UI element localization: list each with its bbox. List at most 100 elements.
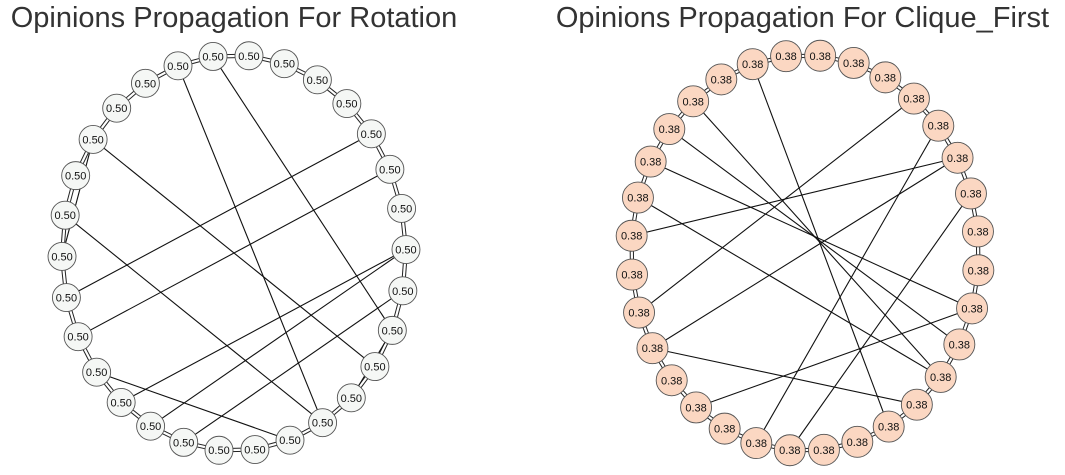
graph-node bbox=[924, 360, 957, 393]
node-value-label: 0.50 bbox=[173, 437, 194, 449]
chord-edge bbox=[752, 63, 890, 427]
graph-node bbox=[240, 435, 270, 464]
chord-edge bbox=[64, 214, 323, 424]
chord-edge bbox=[668, 128, 960, 345]
graph-node bbox=[102, 93, 132, 123]
chord-edge bbox=[177, 65, 324, 423]
chord-edge bbox=[150, 249, 407, 427]
network-graph-rotation: 0.50 0.50 0.50 0.50 0.50 0.50 0.50 0.50 0.50 0.50… bbox=[47, 41, 421, 465]
node-value-label: 0.50 bbox=[135, 78, 156, 90]
graph-node bbox=[962, 254, 995, 287]
node-value-label: 0.50 bbox=[167, 61, 188, 73]
node-value-label: 0.50 bbox=[208, 445, 229, 457]
graph-node bbox=[388, 276, 418, 306]
graph-title-clique-first: Opinions Propagation For Clique_First bbox=[555, 2, 1050, 34]
node-value-label: 0.38 bbox=[628, 308, 649, 320]
graph-node bbox=[897, 82, 930, 115]
graph-node bbox=[954, 177, 987, 210]
graph-node bbox=[61, 161, 91, 191]
graph-node bbox=[900, 388, 933, 421]
chord-edge bbox=[66, 133, 372, 299]
node-value-label: 0.50 bbox=[140, 421, 161, 433]
graph-node bbox=[78, 124, 108, 154]
graph-node bbox=[677, 85, 710, 118]
node-value-label: 0.38 bbox=[949, 339, 970, 351]
graph-node bbox=[269, 49, 299, 79]
node-value-label: 0.38 bbox=[878, 422, 899, 434]
node-value-label: 0.38 bbox=[661, 375, 682, 387]
node-value-label: 0.38 bbox=[642, 343, 663, 355]
graph-node bbox=[655, 364, 688, 397]
node-value-label: 0.50 bbox=[67, 332, 88, 344]
graph-node bbox=[736, 48, 769, 81]
node-value-label: 0.38 bbox=[930, 372, 951, 384]
node-value-label: 0.50 bbox=[65, 171, 86, 183]
node-value-label: 0.50 bbox=[364, 362, 385, 374]
graph-node bbox=[377, 315, 407, 345]
graph-node bbox=[943, 328, 976, 361]
graph-node bbox=[308, 408, 338, 438]
graph-node bbox=[360, 352, 390, 382]
graph-node bbox=[770, 40, 803, 73]
graph-node bbox=[336, 383, 366, 413]
node-value-label: 0.50 bbox=[395, 245, 416, 257]
graph-node bbox=[51, 283, 81, 312]
node-value-label: 0.50 bbox=[202, 51, 223, 63]
node-value-label: 0.50 bbox=[54, 210, 75, 222]
node-value-label: 0.50 bbox=[307, 75, 328, 87]
graph-node bbox=[705, 63, 738, 96]
node-value-label: 0.38 bbox=[903, 94, 924, 106]
graph-node bbox=[82, 357, 112, 387]
graph-node bbox=[47, 242, 77, 271]
node-value-label: 0.50 bbox=[86, 367, 107, 379]
node-value-label: 0.50 bbox=[106, 103, 127, 115]
graph-node bbox=[615, 219, 648, 252]
node-value-label: 0.38 bbox=[947, 153, 968, 165]
graph-node bbox=[653, 113, 686, 146]
node-value-label: 0.38 bbox=[714, 424, 735, 436]
graph-node bbox=[169, 427, 199, 457]
chord-edge bbox=[789, 193, 972, 451]
node-value-label: 0.50 bbox=[392, 286, 413, 298]
node-value-label: 0.50 bbox=[341, 393, 362, 405]
graph-node bbox=[387, 194, 417, 223]
chord-edge bbox=[120, 249, 407, 403]
node-value-label: 0.38 bbox=[847, 437, 868, 449]
graph-node bbox=[956, 292, 988, 325]
graph-node bbox=[962, 215, 994, 248]
chord-edge bbox=[755, 125, 939, 444]
node-value-label: 0.38 bbox=[928, 121, 949, 133]
node-value-label: 0.38 bbox=[906, 400, 927, 412]
network-graph-clique-first: 0.38 0.38 0.38 0.38 0.38 0.38 0.38 0.38 0.38 0.38… bbox=[615, 39, 995, 467]
graph-node bbox=[63, 322, 93, 352]
graph-node bbox=[332, 89, 362, 119]
graph-node bbox=[773, 434, 806, 467]
graph-node bbox=[130, 68, 160, 98]
graph-node bbox=[740, 427, 773, 460]
node-value-label: 0.38 bbox=[967, 226, 988, 238]
graph-node bbox=[941, 141, 974, 174]
node-value-label: 0.50 bbox=[51, 251, 72, 263]
node-value-label: 0.38 bbox=[659, 124, 680, 136]
graph-node bbox=[922, 109, 955, 142]
graph-node bbox=[708, 412, 741, 445]
node-value-label: 0.50 bbox=[391, 203, 412, 215]
node-value-label: 0.38 bbox=[685, 402, 706, 414]
graph-node bbox=[872, 410, 905, 443]
chord-edge bbox=[637, 197, 941, 378]
graph-node bbox=[807, 433, 840, 466]
graph-node bbox=[302, 65, 332, 95]
node-value-label: 0.50 bbox=[379, 164, 400, 176]
graph-title-rotation: Opinions Propagation For Rotation bbox=[10, 2, 458, 34]
node-value-label: 0.50 bbox=[279, 435, 300, 447]
node-value-label: 0.50 bbox=[312, 418, 333, 430]
node-value-label: 0.50 bbox=[82, 134, 103, 146]
chord-edge bbox=[183, 290, 404, 443]
graph-node bbox=[616, 258, 648, 291]
node-value-label: 0.50 bbox=[238, 51, 259, 63]
graph-node bbox=[680, 391, 713, 424]
node-value-label: 0.38 bbox=[746, 438, 767, 450]
graph-node bbox=[50, 200, 80, 230]
chord-edge bbox=[695, 307, 973, 408]
